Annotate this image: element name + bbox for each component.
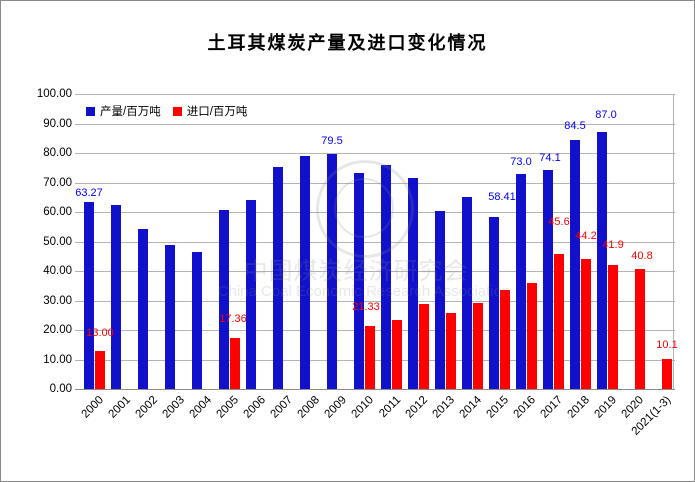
production-bar	[246, 199, 256, 389]
x-axis-label: 2012	[403, 394, 430, 421]
production-bar	[273, 166, 283, 389]
gridline	[75, 212, 675, 213]
production-bar	[327, 154, 337, 389]
import-bar	[473, 303, 483, 389]
import-data-label: 17.36	[219, 312, 247, 325]
x-axis-label: 2019	[592, 394, 619, 421]
gridline	[75, 182, 675, 184]
production-bar	[570, 139, 580, 389]
import-data-label: 10.1	[656, 339, 678, 352]
x-axis-label: 2013	[430, 394, 457, 421]
y-axis-tick-label: 80.00	[43, 147, 72, 159]
production-bar	[111, 204, 121, 389]
x-axis-label: 2001	[106, 394, 133, 421]
gridline	[75, 359, 675, 361]
import-legend-swatch	[172, 106, 182, 116]
y-axis-tick-label: 70.00	[43, 176, 72, 189]
import-data-label: 44.2	[575, 229, 597, 242]
gridline	[75, 153, 675, 154]
x-axis-label: 2017	[538, 394, 565, 421]
x-axis-label: 2014	[457, 394, 484, 421]
legend: 产量/百万吨 进口/百万吨	[86, 103, 254, 119]
x-axis-label: 2000	[79, 394, 106, 421]
y-axis-tick-label: 60.00	[43, 206, 72, 218]
import-data-label: 40.8	[631, 249, 653, 262]
x-axis-label: 2003	[160, 394, 187, 421]
import-bar	[392, 319, 402, 389]
import-bar	[608, 265, 618, 389]
production-bar	[408, 177, 418, 389]
x-axis-label: 2011	[377, 394, 403, 420]
plot-right-border	[673, 94, 674, 389]
x-axis-label: 2006	[241, 394, 268, 421]
production-data-label: 74.1	[539, 152, 561, 165]
x-axis-label: 2008	[295, 394, 322, 421]
import-bar	[500, 289, 510, 389]
x-axis-label: 2004	[187, 394, 214, 421]
production-bar	[435, 210, 445, 389]
production-data-label: 79.5	[321, 135, 343, 148]
gridline	[75, 300, 675, 302]
import-data-label: 45.6	[548, 216, 570, 229]
production-bar	[165, 245, 175, 389]
x-axis-label: 2009	[322, 394, 349, 421]
gridline	[75, 123, 675, 125]
y-axis-tick-label: 50.00	[43, 235, 72, 248]
production-legend-swatch	[86, 106, 95, 116]
import-bar	[446, 312, 456, 389]
production-bar	[381, 164, 391, 389]
production-bar	[462, 196, 472, 389]
production-bar	[84, 202, 94, 389]
y-axis-tick-label: 40.00	[43, 265, 72, 277]
production-data-label: 84.5	[564, 119, 586, 132]
x-axis-label: 2007	[268, 394, 295, 421]
import-legend-label: 进口/百万吨	[186, 106, 248, 118]
x-axis-label: 2015	[484, 394, 511, 421]
production-bar	[516, 173, 526, 389]
production-bar	[300, 155, 310, 389]
import-data-label: 21.33	[352, 301, 380, 314]
production-bar	[192, 252, 202, 389]
import-bar	[419, 304, 429, 389]
import-bar	[662, 359, 672, 389]
production-data-label: 63.27	[75, 187, 103, 200]
y-axis-tick-label: 90.00	[43, 117, 72, 130]
production-data-label: 73.0	[510, 155, 532, 168]
y-axis-tick-label: 100.00	[36, 88, 72, 100]
import-bar	[365, 326, 375, 389]
production-bar	[489, 216, 499, 389]
import-bar	[635, 268, 645, 389]
y-axis-tick-label: 20.00	[43, 324, 72, 336]
production-bar	[543, 170, 553, 389]
gridline	[75, 94, 675, 95]
x-axis-line	[75, 389, 675, 390]
chart-title: 土耳其煤炭产量及进口变化情况	[207, 33, 488, 54]
production-legend-label: 产量/百万吨	[100, 106, 161, 118]
gridline	[75, 271, 675, 272]
production-bar	[219, 209, 229, 389]
gridline	[75, 241, 675, 243]
x-axis-label: 2018	[565, 394, 592, 421]
production-data-label: 87.0	[595, 109, 617, 122]
import-bar	[95, 350, 105, 389]
production-bar	[597, 132, 607, 389]
import-bar	[527, 282, 537, 389]
x-axis-label: 2010	[349, 394, 376, 421]
gridline	[75, 330, 675, 331]
import-data-label: 41.9	[602, 239, 624, 252]
import-bar	[230, 337, 240, 389]
import-bar	[581, 258, 591, 389]
x-axis-label: 2002	[133, 394, 160, 421]
production-bar	[354, 172, 364, 389]
production-data-label: 58.41	[488, 190, 516, 203]
y-axis-tick-label: 0.00	[49, 383, 72, 395]
y-axis-tick-label: 10.00	[43, 353, 72, 366]
x-axis-label: 2005	[214, 394, 241, 421]
import-bar	[554, 254, 564, 389]
y-axis-tick-label: 30.00	[43, 294, 72, 307]
production-bar	[138, 229, 148, 389]
x-axis-label: 2016	[511, 394, 538, 421]
import-data-label: 13.00	[86, 326, 114, 339]
